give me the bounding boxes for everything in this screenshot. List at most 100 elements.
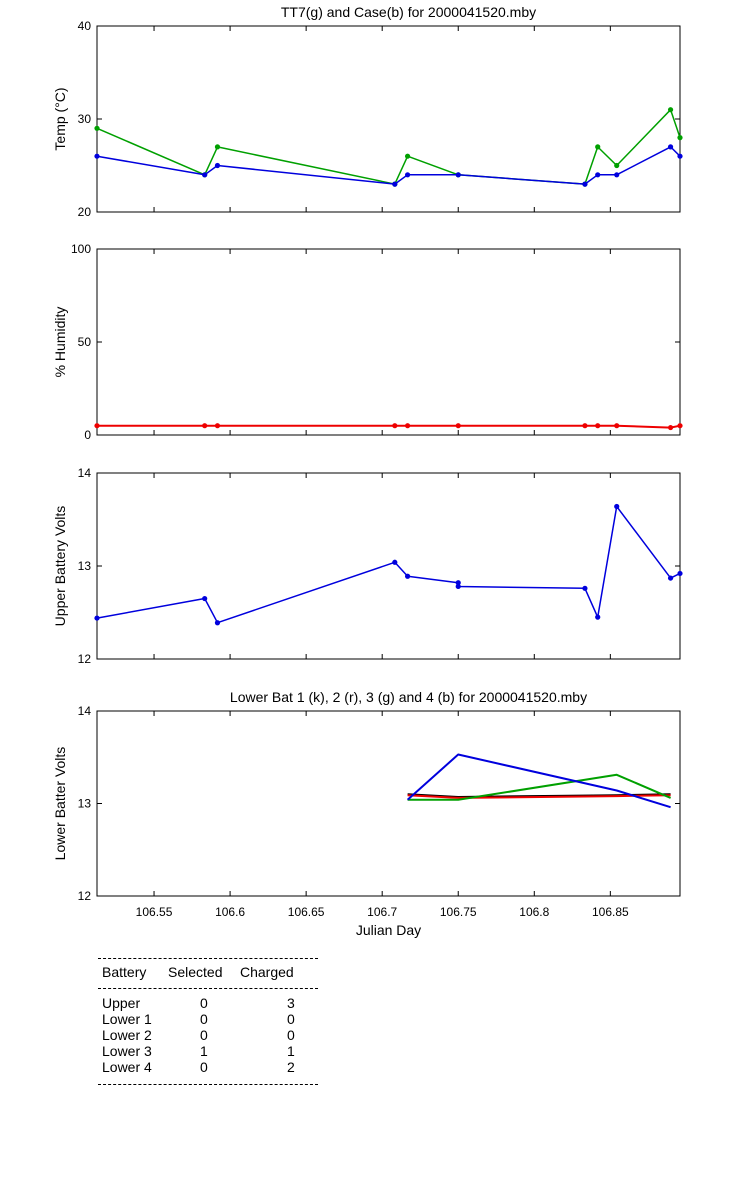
x-tick-label: 106.55	[136, 905, 173, 919]
x-tick-label: 106.65	[288, 905, 325, 919]
data-point	[392, 559, 398, 565]
data-point	[94, 423, 100, 429]
x-tick-label: 106.6	[215, 905, 245, 919]
data-point	[582, 585, 588, 591]
y-tick-label: 12	[78, 889, 92, 903]
cell-selected: 0	[200, 1011, 208, 1027]
y-tick-label: 40	[78, 19, 92, 33]
series-line-2	[407, 794, 671, 799]
y-tick-label: 100	[71, 242, 91, 256]
table-header-rule	[98, 988, 318, 989]
table-row: Lower 1 0 0	[102, 1011, 318, 1027]
chart-panel-4: 106.55 106.6 106.65 106.7 106.75 106.8 106.85 1…	[52, 689, 681, 938]
y-axis-label: Temp (°C)	[52, 87, 68, 150]
data-point	[392, 181, 398, 187]
y-tick-label: 0	[84, 428, 91, 442]
series-line-1	[97, 424, 681, 429]
cell-selected: 1	[200, 1043, 208, 1059]
data-point	[582, 423, 588, 429]
data-point	[404, 573, 411, 579]
y-tick-label: 13	[78, 797, 92, 811]
y-tick-label: 20	[78, 205, 92, 219]
y-tick-label: 30	[78, 112, 92, 126]
cell-charged: 3	[287, 995, 295, 1011]
data-point	[677, 135, 683, 141]
header-selected: Selected	[168, 964, 223, 980]
data-point	[455, 423, 461, 429]
x-axis-label: Julian Day	[356, 922, 421, 938]
data-point	[214, 162, 221, 169]
chart-panel-1: 20 30 40 TT7(g) and Case(b) for 2000041520.…	[52, 4, 683, 219]
table-body: Upper 0 3 Lower 1 0 0 Lower 2 0 0 Lower …	[98, 989, 318, 1084]
plot-frame	[96, 248, 681, 436]
data-point	[455, 580, 461, 586]
table-bottom-rule	[98, 1084, 318, 1085]
chart-title: Lower Bat 1 (k), 2 (r), 3 (g) and 4 (b) …	[230, 689, 587, 705]
table-row: Lower 4 0 2	[102, 1059, 318, 1075]
data-point	[94, 125, 100, 131]
data-point	[614, 162, 620, 169]
data-point	[667, 107, 674, 113]
table-row: Lower 2 0 0	[102, 1027, 318, 1043]
data-point	[595, 144, 601, 150]
data-point	[214, 144, 221, 150]
cell-charged: 2	[287, 1059, 295, 1075]
data-point	[94, 153, 100, 159]
y-tick-label: 12	[78, 652, 92, 666]
data-point	[404, 172, 411, 178]
data-point	[94, 615, 100, 621]
y-tick-label: 13	[78, 559, 92, 573]
data-point	[582, 181, 588, 187]
data-point	[667, 424, 674, 431]
data-point	[404, 153, 411, 159]
y-axis-label: Lower Batter Volts	[52, 747, 68, 861]
x-tick-label: 106.8	[519, 905, 549, 919]
data-point	[214, 620, 221, 626]
data-point	[614, 172, 620, 178]
header-charged: Charged	[240, 964, 294, 980]
x-tick-label: 106.75	[440, 905, 477, 919]
data-point	[595, 423, 601, 429]
y-tick-label: 14	[78, 704, 92, 718]
chart-title: TT7(g) and Case(b) for 2000041520.mby	[281, 4, 536, 20]
data-point	[202, 172, 208, 178]
cell-selected: 0	[200, 995, 208, 1011]
data-point	[202, 595, 208, 602]
chart-panel-3: 12 13 14 Upper Battery Volts	[52, 466, 683, 666]
battery-table: Battery Selected Charged Upper 0 3 Lower…	[98, 958, 318, 1085]
y-tick-label: 50	[78, 335, 92, 349]
x-tick-label: 106.7	[367, 905, 397, 919]
data-point	[392, 423, 398, 429]
data-point	[667, 144, 674, 150]
data-point	[455, 583, 461, 590]
table-row: Lower 3 1 1	[102, 1043, 318, 1059]
y-axis-label: Upper Battery Volts	[52, 506, 68, 627]
data-point	[667, 575, 674, 581]
series-line-1	[96, 108, 681, 185]
cell-charged: 0	[287, 1027, 295, 1043]
cell-battery: Lower 3	[102, 1043, 152, 1059]
data-point	[614, 503, 620, 510]
cell-charged: 0	[287, 1011, 295, 1027]
y-tick-label: 14	[78, 466, 92, 480]
cell-selected: 0	[200, 1027, 208, 1043]
data-point	[214, 423, 221, 429]
plot-frame	[96, 472, 681, 660]
data-point	[404, 423, 411, 429]
x-tick-label: 106.85	[592, 905, 629, 919]
data-point	[677, 570, 683, 577]
table-top-rule	[98, 958, 318, 959]
data-point	[614, 423, 620, 429]
data-point	[677, 423, 683, 429]
cell-battery: Lower 2	[102, 1027, 152, 1043]
table-row: Upper 0 3	[102, 995, 318, 1011]
series-line-3	[407, 773, 671, 801]
series-line-1	[96, 505, 681, 624]
data-point	[455, 172, 461, 178]
cell-battery: Upper	[102, 995, 141, 1011]
header-battery: Battery	[102, 964, 147, 980]
data-point	[595, 614, 601, 620]
data-point	[677, 153, 683, 159]
cell-charged: 1	[287, 1043, 295, 1059]
